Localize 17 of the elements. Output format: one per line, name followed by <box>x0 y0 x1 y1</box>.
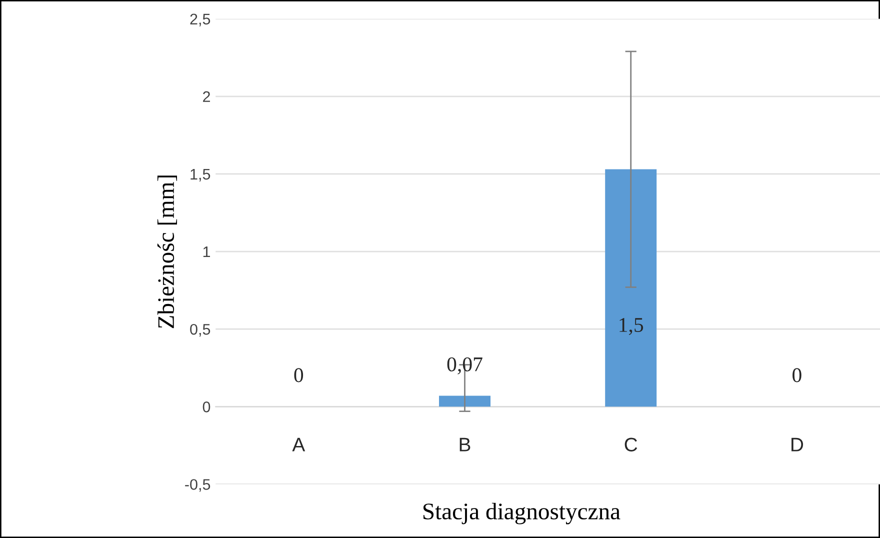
x-axis-title: Stacja diagnostyczna <box>423 502 620 524</box>
x-tick-label: B <box>460 438 470 452</box>
y-tick-label: 2,5 <box>190 14 210 26</box>
y-tick-label: 2 <box>203 91 210 102</box>
y-axis-title: Zbieżnośc [mm] <box>157 176 177 328</box>
data-label: 0 <box>294 368 304 382</box>
y-tick-label: 0,5 <box>190 324 210 337</box>
data-label: 1,5 <box>620 318 644 335</box>
x-tick-label: C <box>624 438 638 452</box>
x-tick-label: A <box>292 438 306 452</box>
y-tick-label: 1 <box>203 246 210 258</box>
y-tick-label: -0,5 <box>185 479 210 492</box>
y-tick-label: 1,5 <box>190 168 210 182</box>
y-tick-label: 0 <box>202 402 210 412</box>
data-label: 0 <box>792 368 802 382</box>
data-label: 0,07 <box>447 357 482 374</box>
x-tick-label: D <box>792 438 804 452</box>
